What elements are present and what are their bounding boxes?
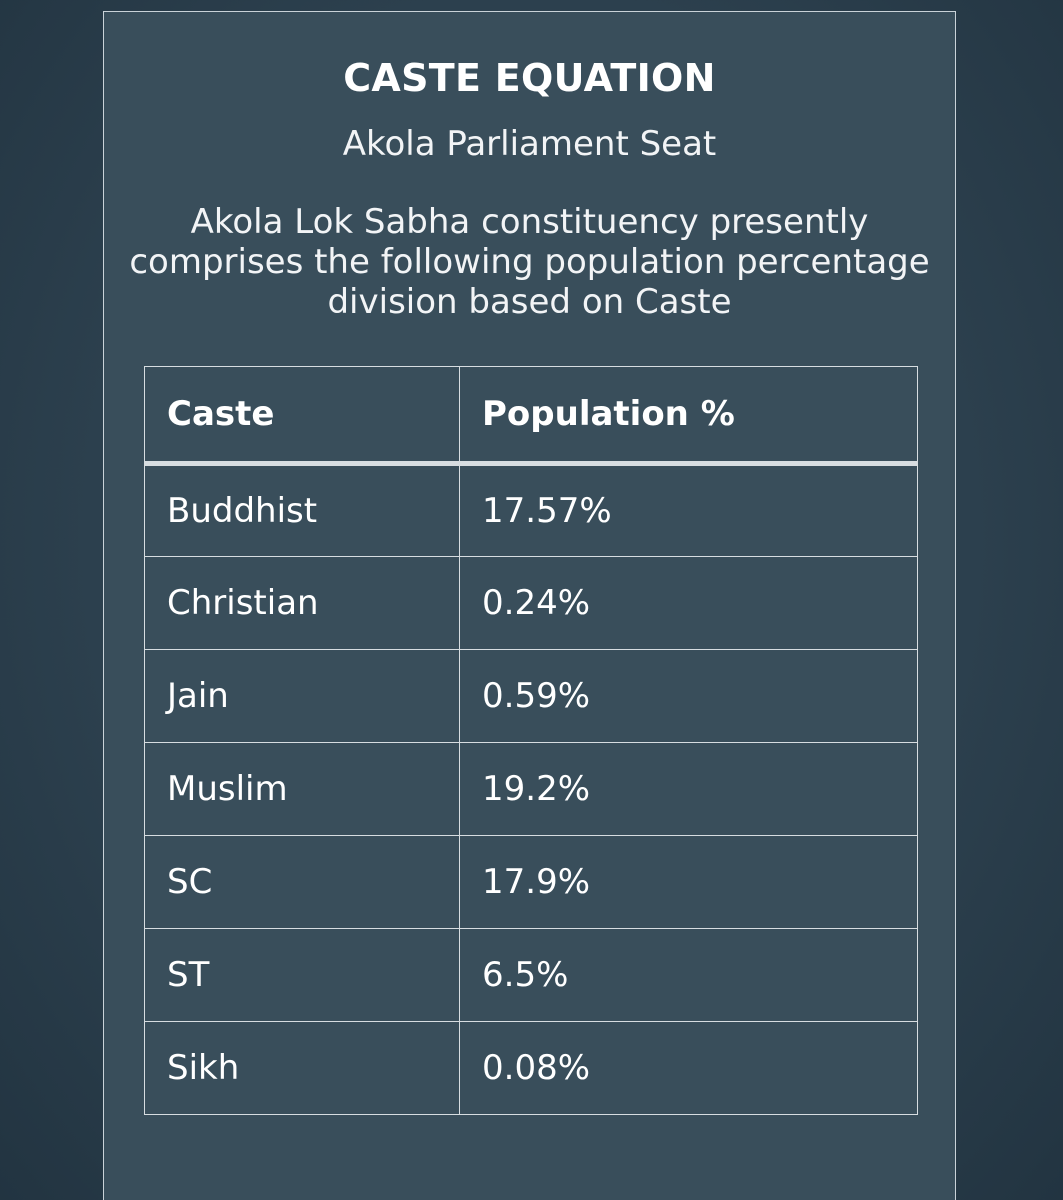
page-description: Akola Lok Sabha constituency presently c… <box>129 202 930 322</box>
table-row: Christian 0.24% <box>144 556 918 650</box>
population-cell: 17.57% <box>459 463 918 557</box>
table-row: ST 6.5% <box>144 928 918 1022</box>
caste-cell: Jain <box>144 649 460 743</box>
caste-cell: Sikh <box>144 1021 460 1115</box>
column-header-population: Population % <box>459 366 918 466</box>
page-title: CASTE EQUATION <box>343 56 716 100</box>
caste-population-table: Caste Population % Buddhist 17.57% Chris… <box>144 366 918 1115</box>
table-header-row: Caste Population % <box>144 366 918 466</box>
table-row: Buddhist 17.57% <box>144 463 918 557</box>
column-header-caste: Caste <box>144 366 460 466</box>
table-row: SC 17.9% <box>144 835 918 929</box>
caste-cell: Christian <box>144 556 460 650</box>
population-cell: 0.59% <box>459 649 918 743</box>
population-cell: 0.08% <box>459 1021 918 1115</box>
population-cell: 6.5% <box>459 928 918 1022</box>
table-row: Sikh 0.08% <box>144 1021 918 1115</box>
caste-cell: Muslim <box>144 742 460 836</box>
population-cell: 19.2% <box>459 742 918 836</box>
table-row: Muslim 19.2% <box>144 742 918 836</box>
caste-equation-card: CASTE EQUATION Akola Parliament Seat Ako… <box>103 11 956 1200</box>
caste-cell: Buddhist <box>144 463 460 557</box>
population-cell: 17.9% <box>459 835 918 929</box>
caste-cell: ST <box>144 928 460 1022</box>
page-subtitle: Akola Parliament Seat <box>342 124 717 164</box>
caste-cell: SC <box>144 835 460 929</box>
table-row: Jain 0.59% <box>144 649 918 743</box>
population-cell: 0.24% <box>459 556 918 650</box>
